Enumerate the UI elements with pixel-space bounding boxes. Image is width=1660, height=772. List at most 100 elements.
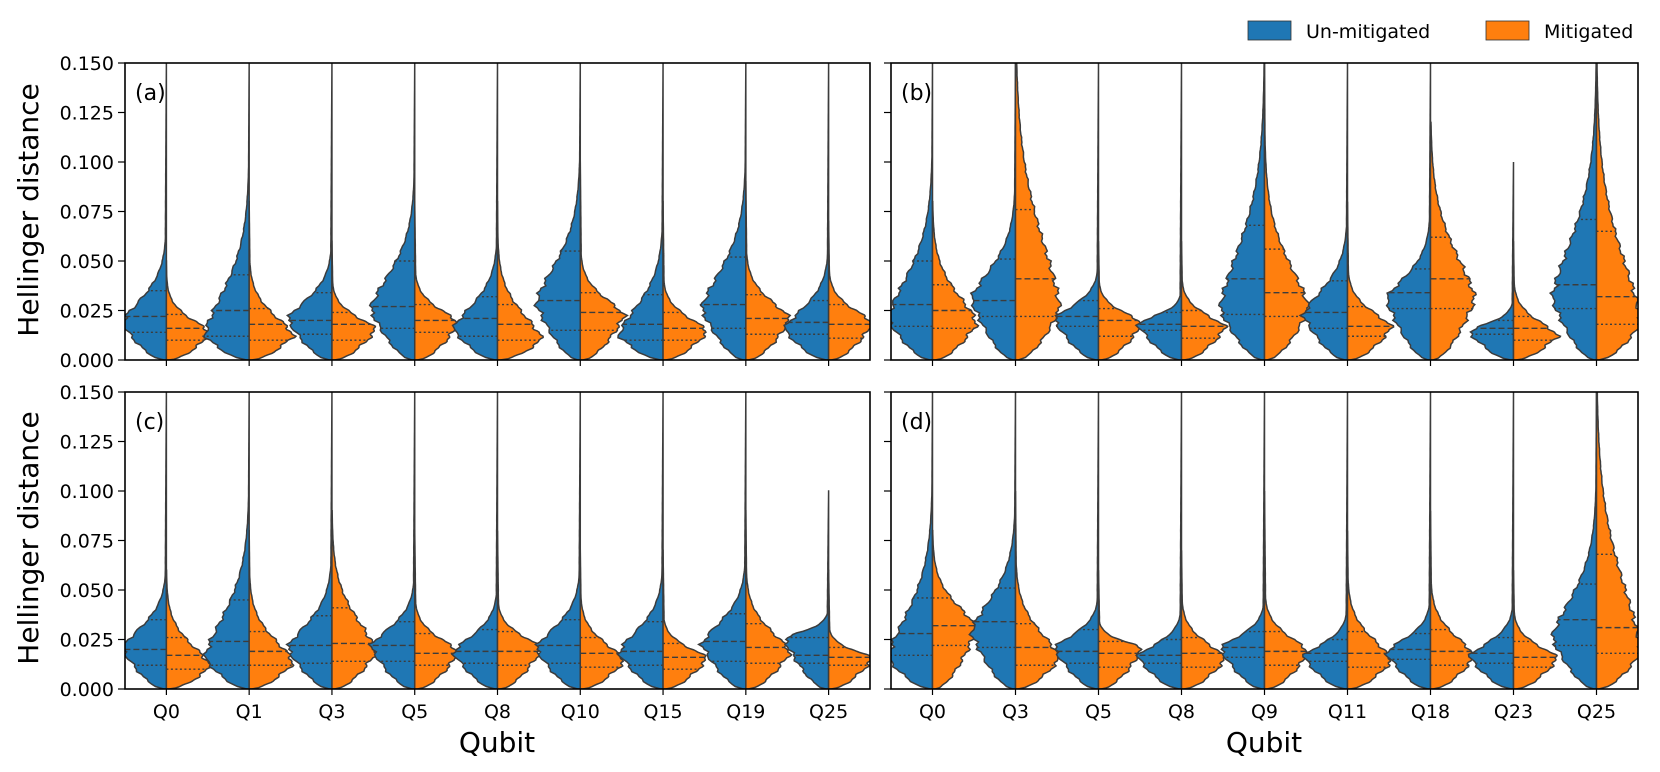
plot-area [125,63,870,360]
violin-unmitigated-Q1 [203,63,250,360]
violin-unmitigated-Q9 [1220,392,1266,689]
violin-unmitigated-Q10 [534,392,582,689]
y-axis-label: Hellinger distance [12,411,45,664]
plot-area [891,392,1638,689]
violin-unmitigated-Q3 [285,63,333,360]
violin-mitigated-Q0 [931,529,978,689]
violin-mitigated-Q10 [579,161,629,360]
violin-mitigated-Q0 [931,200,980,360]
violin-unmitigated-Q8 [1134,63,1183,360]
violin-unmitigated-Q10 [533,63,582,360]
legend-label-unmitigated: Un-mitigated [1306,21,1430,43]
violin-unmitigated-Q1 [202,392,250,689]
y-tick-label: 0.000 [60,679,114,701]
violin-mitigated-Q18 [1429,510,1479,689]
x-tick-label-Q25: Q25 [1577,701,1616,723]
y-tick-label: 0.050 [60,580,114,602]
x-tick-label-Q0: Q0 [153,701,180,723]
violin-unmitigated-Q15 [617,63,664,360]
violin-mitigated-Q3 [331,510,380,689]
violin-mitigated-Q23 [1512,570,1558,689]
violin-unmitigated-Q3 [968,392,1017,689]
legend-swatch-mitigated [1485,20,1530,41]
x-tick-label-Q11: Q11 [1328,701,1367,723]
x-axis-label-left: Qubit [459,726,535,759]
violin-unmitigated-Q5 [1054,63,1100,360]
violin-unmitigated-Q19 [699,63,747,360]
panel-c: 0.000 0.025 0.050 0.075 0.100 0.125 0.150 Q0 Q1 Q… [60,382,871,723]
plot-area [891,63,1638,360]
violin-unmitigated-Q23 [1469,161,1515,360]
y-tick-label: 0.150 [60,53,114,75]
violin-unmitigated-Q8 [450,392,499,689]
panel-label: (c) [135,410,164,435]
violin-mitigated-Q1 [248,529,295,689]
panel-d: Q0 Q3 Q5 Q8 Q9 Q11 Q18 Q23 Q25 (d) [884,391,1639,723]
violin-unmitigated-Q5 [367,392,416,689]
x-tick-label-Q0: Q0 [919,701,946,723]
violin-mitigated-Q19 [745,510,793,689]
x-tick-label-Q25: Q25 [809,701,848,723]
panel-b: (b) [884,62,1639,366]
violin-unmitigated-Q0 [125,392,168,689]
violin-mitigated-Q11 [1346,201,1395,360]
x-tick-label-Q3: Q3 [1002,701,1029,723]
x-tick-label-Q23: Q23 [1494,701,1533,723]
x-tick-label-Q19: Q19 [726,701,765,723]
y-axis-title-top: Hellinger distance [12,83,45,336]
violin-mitigated-Q8 [496,200,544,360]
violin-unmitigated-Q0 [125,63,168,360]
x-tick-label-Q15: Q15 [643,701,682,723]
y-tick-label: 0.050 [60,251,114,273]
violin-unmitigated-Q0 [891,63,934,360]
plot-area [125,392,870,689]
y-tick-label: 0.075 [60,531,114,553]
violin-unmitigated-Q9 [1217,63,1266,360]
violin-mitigated-Q9 [1263,490,1312,689]
violin-unmitigated-Q15 [616,392,664,689]
y-tick-label: 0.125 [60,432,114,454]
y-tick-label: 0.125 [60,103,114,125]
y-tick-label: 0.025 [60,630,114,652]
legend: Un-mitigated Mitigated [1247,20,1633,43]
x-tick-label-Q9: Q9 [1251,701,1278,723]
y-tick-label: 0.075 [60,202,114,224]
violin-unmitigated-Q18 [1385,63,1432,360]
panels: 0.000 0.025 0.050 0.075 0.100 0.125 0.150 (a) (b… [60,53,1639,723]
violin-mitigated-Q0 [165,569,215,689]
violin-mitigated-Q3 [1014,490,1062,689]
violin-unmitigated-Q25 [783,63,830,360]
violin-unmitigated-Q18 [1383,392,1432,689]
violin-mitigated-Q15 [662,200,707,360]
violin-mitigated-Q10 [579,549,625,689]
violin-unmitigated-Q3 [969,63,1017,360]
legend-swatch-unmitigated [1247,20,1292,41]
violin-mitigated-Q25 [1595,63,1638,360]
x-tick-label-Q3: Q3 [318,701,345,723]
violin-mitigated-Q18 [1429,121,1477,360]
violin-unmitigated-Q3 [285,392,333,689]
violin-mitigated-Q15 [662,549,707,689]
violin-mitigated-Q11 [1346,530,1392,689]
violin-unmitigated-Q25 [783,490,830,689]
violin-mitigated-Q5 [1097,241,1146,360]
x-tick-label-Q1: Q1 [236,701,263,723]
violin-mitigated-Q25 [1595,392,1638,689]
violin-mitigated-Q0 [165,260,212,360]
violin-mitigated-Q23 [1512,241,1562,360]
x-tick-label-Q10: Q10 [561,701,600,723]
panel-label: (b) [901,81,932,106]
violin-unmitigated-Q0 [891,392,934,689]
x-axis-label-right: Qubit [1226,726,1302,759]
x-tick-label-Q18: Q18 [1411,701,1450,723]
y-tick-label: 0.150 [60,382,114,404]
violin-unmitigated-Q19 [697,392,747,689]
legend-label-mitigated: Mitigated [1544,21,1633,43]
violin-mitigated-Q3 [331,240,377,360]
violin-mitigated-Q3 [1014,63,1063,360]
violin-mitigated-Q8 [1180,241,1229,360]
violin-unmitigated-Q5 [368,63,416,360]
x-tick-label-Q5: Q5 [401,701,428,723]
violin-unmitigated-Q11 [1298,63,1349,360]
